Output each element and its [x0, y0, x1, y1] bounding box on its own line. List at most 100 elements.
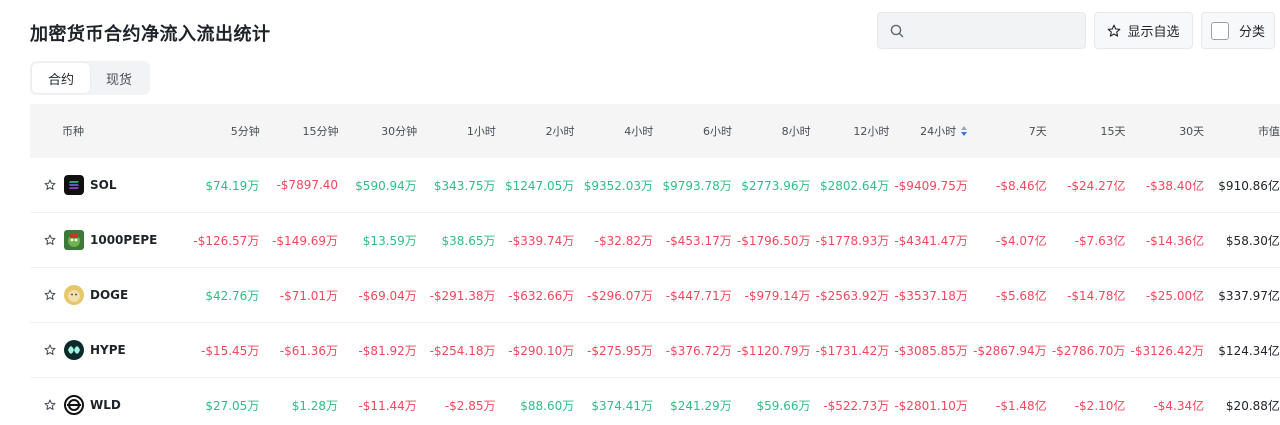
category-checkbox[interactable]: [1210, 21, 1229, 40]
netflow-6h: $9793.78万: [662, 178, 732, 193]
netflow-4h: -$32.82万: [594, 233, 653, 248]
netflow-4h: $9352.03万: [583, 178, 653, 193]
header-coin[interactable]: 币种: [62, 125, 84, 138]
search-box[interactable]: [877, 12, 1086, 49]
netflow-30m: -$81.92万: [358, 343, 417, 358]
netflow-4h: -$275.95万: [587, 343, 653, 358]
star-icon: [1107, 24, 1121, 38]
header-2h[interactable]: 2小时: [545, 125, 575, 138]
netflow-2h: $88.60万: [520, 398, 575, 413]
netflow-2h: -$290.10万: [508, 343, 575, 358]
show-favorites-button[interactable]: 显示自选: [1094, 12, 1193, 49]
netflow-2h: $1247.05万: [505, 178, 575, 193]
table-row[interactable]: DOGE $42.76万 -$71.01万 -$69.04万 -$291.38万 -$63…: [30, 268, 1280, 323]
netflow-30d: -$25.00亿: [1145, 288, 1205, 303]
wld-logo-icon: [64, 395, 84, 415]
coin-symbol[interactable]: HYPE: [90, 343, 126, 357]
search-input[interactable]: [912, 23, 1082, 38]
show-favorites-label: 显示自选: [1127, 25, 1180, 40]
netflow-7d: -$2867.94万: [973, 343, 1047, 358]
header-24h[interactable]: 24小时: [889, 123, 968, 139]
netflow-12h: $2802.64万: [819, 178, 890, 193]
header-5m[interactable]: 5分钟: [230, 125, 260, 138]
market-cap: $20.88亿: [1225, 398, 1280, 413]
netflow-table: 币种 5分钟 15分钟 30分钟 1小时 2小时 4小时 6小时 8小时 12小…: [30, 104, 1280, 425]
netflow-1h: -$254.18万: [429, 343, 496, 358]
coin-cell: HYPE: [30, 340, 181, 360]
netflow-8h: -$979.14万: [744, 288, 811, 303]
coin-symbol[interactable]: 1000PEPE: [90, 233, 158, 247]
netflow-30m: -$69.04万: [358, 288, 417, 303]
coin-cell: DOGE: [30, 285, 181, 305]
netflow-15d: -$7.63亿: [1074, 233, 1126, 248]
netflow-12h: -$522.73万: [823, 398, 890, 413]
netflow-1h: -$291.38万: [429, 288, 496, 303]
netflow-24h: -$2801.10万: [894, 398, 968, 413]
market-cap: $910.86亿: [1218, 178, 1280, 193]
table-row[interactable]: HYPE -$15.45万 -$61.36万 -$81.92万 -$254.18万 -$2…: [30, 323, 1280, 378]
netflow-12h: -$1731.42万: [815, 343, 890, 358]
netflow-12h: -$1778.93万: [815, 233, 890, 248]
favorite-star-icon[interactable]: [44, 344, 56, 356]
table-row[interactable]: 1000PEPE -$126.57万 -$149.69万 $13.59万 $38.65万…: [30, 213, 1280, 268]
favorite-star-icon[interactable]: [44, 399, 56, 411]
market-type-tabs: 合约 现货: [30, 61, 150, 95]
header-24h-label: 24小时: [920, 125, 957, 138]
sort-icon[interactable]: [960, 125, 968, 137]
favorite-star-icon[interactable]: [44, 179, 56, 191]
netflow-15d: -$2.10亿: [1074, 398, 1126, 413]
coin-symbol[interactable]: WLD: [90, 398, 121, 412]
netflow-8h: $2773.96万: [741, 178, 811, 193]
header-market-cap[interactable]: 市值: [1257, 125, 1280, 138]
netflow-4h: -$296.07万: [587, 288, 653, 303]
netflow-7d: -$1.48亿: [995, 398, 1047, 413]
market-cap: $58.30亿: [1225, 233, 1280, 248]
doge-logo-icon: [64, 285, 84, 305]
favorite-star-icon[interactable]: [44, 234, 56, 246]
table-body: SOL $74.19万 -$7897.40 $590.94万 $343.75万 $1247…: [30, 158, 1280, 425]
tab-futures[interactable]: 合约: [32, 63, 90, 93]
netflow-15m: -$71.01万: [279, 288, 339, 303]
header-8h[interactable]: 8小时: [781, 125, 811, 138]
netflow-7d: -$4.07亿: [995, 233, 1047, 248]
netflow-30d: -$14.36亿: [1145, 233, 1205, 248]
category-toggle[interactable]: 分类: [1201, 12, 1275, 49]
favorite-star-icon[interactable]: [44, 289, 56, 301]
market-cap: $124.34亿: [1218, 343, 1280, 358]
netflow-5m: -$126.57万: [193, 233, 260, 248]
netflow-15m: -$7897.40: [276, 178, 339, 192]
header-15m[interactable]: 15分钟: [302, 125, 339, 138]
table-row[interactable]: SOL $74.19万 -$7897.40 $590.94万 $343.75万 $1247…: [30, 158, 1280, 213]
netflow-4h: $374.41万: [591, 398, 653, 413]
netflow-30m: $590.94万: [355, 178, 417, 193]
header-15d[interactable]: 15天: [1100, 125, 1126, 138]
tab-spot[interactable]: 现货: [105, 72, 132, 88]
netflow-7d: -$8.46亿: [995, 178, 1047, 193]
sol-logo-icon: [64, 175, 84, 195]
header-30m[interactable]: 30分钟: [381, 125, 418, 138]
coin-cell: SOL: [30, 175, 181, 195]
coin-symbol[interactable]: DOGE: [90, 288, 129, 302]
netflow-24h: -$3085.85万: [894, 343, 968, 358]
hype-logo-icon: [64, 340, 84, 360]
header-7d[interactable]: 7天: [1028, 125, 1047, 138]
netflow-5m: $74.19万: [205, 178, 260, 193]
netflow-6h: $241.29万: [670, 398, 732, 413]
netflow-30d: -$3126.42万: [1130, 343, 1205, 358]
netflow-6h: -$447.71万: [665, 288, 732, 303]
header-12h[interactable]: 12小时: [853, 125, 890, 138]
table-row[interactable]: WLD $27.05万 $1.28万 -$11.44万 -$2.85万 $88.60万 $3…: [30, 378, 1280, 425]
netflow-15d: -$24.27亿: [1067, 178, 1126, 193]
netflow-15d: -$14.78亿: [1067, 288, 1126, 303]
coin-symbol[interactable]: SOL: [90, 178, 117, 192]
netflow-15d: -$2786.70万: [1051, 343, 1126, 358]
header-4h[interactable]: 4小时: [624, 125, 654, 138]
pepe-logo-icon: [64, 230, 84, 250]
header-1h[interactable]: 1小时: [466, 125, 496, 138]
netflow-12h: -$2563.92万: [815, 288, 890, 303]
netflow-15m: -$61.36万: [279, 343, 339, 358]
header-6h[interactable]: 6小时: [702, 125, 732, 138]
netflow-2h: -$632.66万: [508, 288, 575, 303]
header-30d[interactable]: 30天: [1179, 125, 1205, 138]
netflow-8h: $59.66万: [756, 398, 811, 413]
